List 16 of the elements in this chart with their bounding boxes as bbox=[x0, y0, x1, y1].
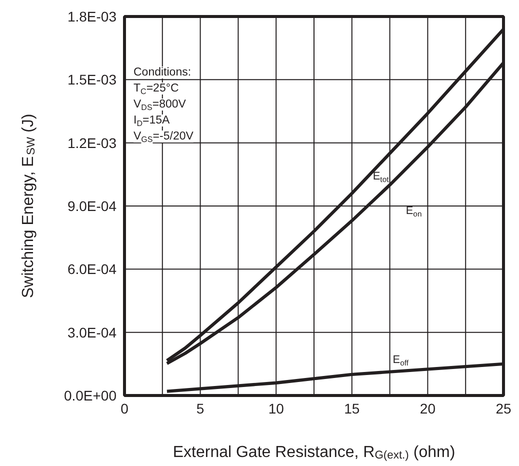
x-tick-label: 15 bbox=[344, 400, 360, 416]
annotation: Conditions: bbox=[134, 66, 192, 78]
y-axis-title: Switching Energy, ESW (J) bbox=[20, 114, 38, 298]
x-tick-label: 10 bbox=[268, 400, 284, 416]
x-tick-label: 25 bbox=[496, 400, 512, 416]
y-tick-label: 3.0E-04 bbox=[67, 324, 117, 340]
x-tick-label: 0 bbox=[120, 400, 129, 416]
y-tick-label: 0.0E+00 bbox=[64, 388, 117, 404]
y-tick-label: 1.5E-03 bbox=[67, 72, 117, 88]
y-tick-label: 9.0E-04 bbox=[67, 198, 117, 214]
x-tick-label: 5 bbox=[196, 400, 204, 416]
y-tick-label: 1.2E-03 bbox=[67, 134, 117, 151]
x-tick-label: 20 bbox=[420, 400, 436, 416]
x-axis-title: External Gate Resistance, RG(ext.) (ohm) bbox=[172, 444, 456, 462]
y-tick-label: 1.8E-03 bbox=[67, 8, 117, 24]
y-tick-label: 6.0E-04 bbox=[67, 261, 117, 278]
